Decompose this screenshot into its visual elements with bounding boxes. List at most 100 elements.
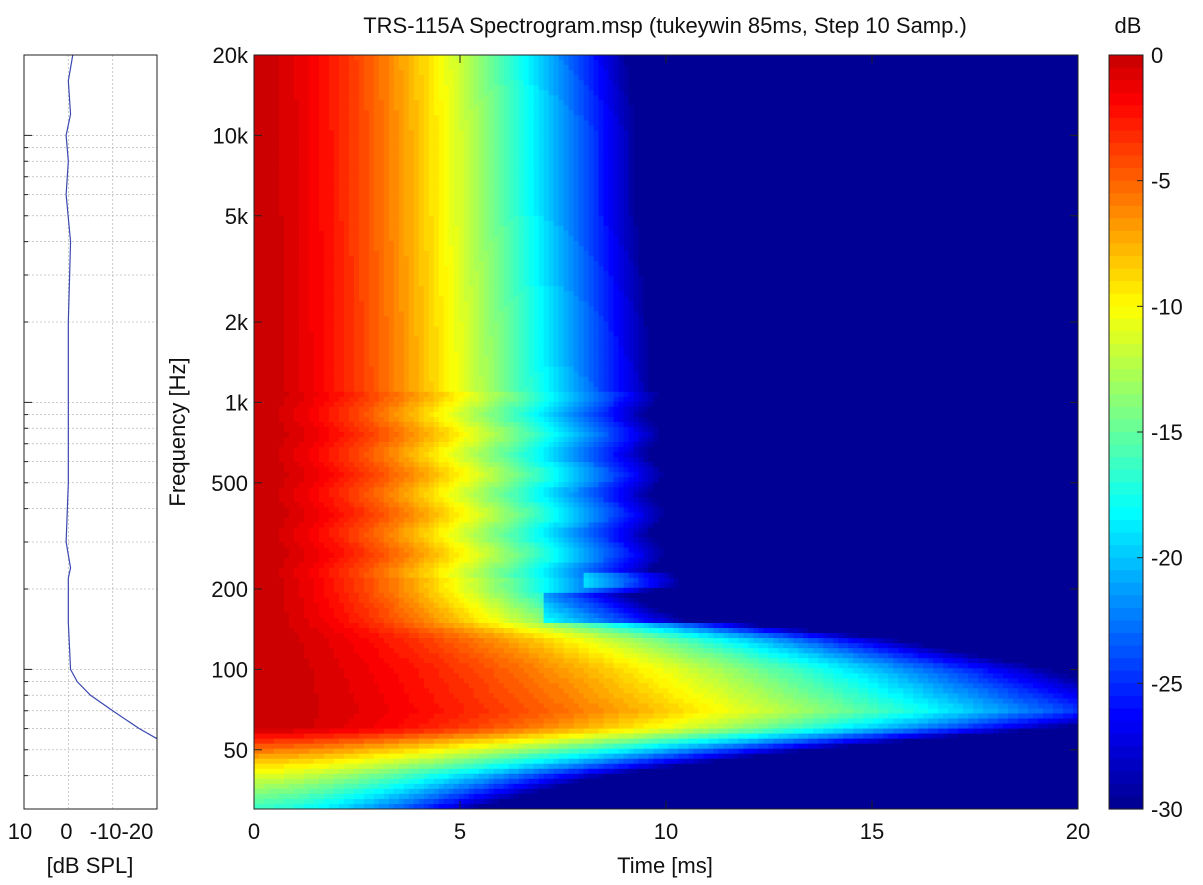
heatmap-cell: [574, 55, 580, 61]
heatmap-cell: [778, 60, 784, 66]
heatmap-cell: [574, 125, 580, 131]
heatmap-cell: [314, 176, 320, 182]
heatmap-cell: [389, 95, 395, 101]
heatmap-cell: [579, 125, 585, 131]
heatmap-cell: [369, 85, 375, 91]
heatmap-cell: [454, 95, 460, 101]
heatmap-cell: [534, 196, 540, 202]
heatmap-cell: [534, 75, 540, 81]
heatmap-cell: [469, 60, 475, 66]
heatmap-cell: [554, 95, 560, 101]
heatmap-cell: [434, 196, 440, 202]
heatmap-cell: [1063, 196, 1069, 202]
heatmap-cell: [609, 90, 615, 96]
heatmap-cell: [289, 110, 295, 116]
heatmap-cell: [683, 65, 689, 71]
heatmap-cell: [319, 60, 325, 66]
heatmap-cell: [324, 105, 330, 111]
heatmap-cell: [354, 176, 360, 182]
heatmap-cell: [688, 151, 694, 157]
heatmap-cell: [793, 120, 799, 126]
heatmap-cell: [474, 75, 480, 81]
heatmap-cell: [339, 181, 345, 187]
heatmap-cell: [494, 145, 500, 151]
heatmap-cell: [344, 55, 350, 61]
heatmap-cell: [838, 140, 844, 146]
heatmap-cell: [399, 85, 405, 91]
heatmap-cell: [409, 75, 415, 81]
heatmap-cell: [549, 201, 555, 207]
heatmap-cell: [983, 151, 989, 157]
heatmap-cell: [389, 156, 395, 162]
heatmap-cell: [444, 100, 450, 106]
heatmap-cell: [514, 181, 520, 187]
heatmap-cell: [793, 110, 799, 116]
heatmap-cell: [414, 95, 420, 101]
heatmap-cell: [698, 130, 704, 136]
heatmap-cell: [958, 65, 964, 71]
heatmap-cell: [788, 176, 794, 182]
heatmap-cell: [479, 176, 485, 182]
heatmap-cell: [634, 181, 640, 187]
heatmap-cell: [948, 125, 954, 131]
heatmap-cell: [768, 130, 774, 136]
heatmap-cell: [748, 65, 754, 71]
heatmap-cell: [604, 110, 610, 116]
heatmap-cell: [654, 201, 660, 207]
heatmap-cell: [893, 105, 899, 111]
heatmap-cell: [858, 171, 864, 177]
heatmap-cell: [404, 115, 410, 121]
heatmap-cell: [669, 110, 675, 116]
heatmap-cell: [843, 110, 849, 116]
heatmap-cell: [743, 145, 749, 151]
heatmap-cell: [673, 100, 679, 106]
heatmap-cell: [1053, 140, 1059, 146]
heatmap-cell: [319, 95, 325, 101]
heatmap-cell: [1058, 135, 1064, 141]
heatmap-cell: [753, 140, 759, 146]
heatmap-cell: [803, 55, 809, 61]
heatmap-cell: [284, 135, 290, 141]
heatmap-cell: [609, 60, 615, 66]
heatmap-cell: [419, 100, 425, 106]
heatmap-cell: [793, 75, 799, 81]
heatmap-cell: [324, 130, 330, 136]
heatmap-cell: [309, 90, 315, 96]
heatmap-cell: [968, 75, 974, 81]
heatmap-cell: [978, 176, 984, 182]
heatmap-cell: [713, 70, 719, 76]
heatmap-cell: [858, 80, 864, 86]
heatmap-cell: [569, 115, 575, 121]
heatmap-cell: [414, 75, 420, 81]
heatmap-cell: [913, 65, 919, 71]
heatmap-cell: [678, 85, 684, 91]
heatmap-cell: [778, 151, 784, 157]
heatmap-cell: [354, 105, 360, 111]
heatmap-cell: [918, 135, 924, 141]
heatmap-cell: [813, 85, 819, 91]
heatmap-cell: [988, 120, 994, 126]
heatmap-cell: [838, 145, 844, 151]
heatmap-cell: [903, 171, 909, 177]
heatmap-cell: [299, 176, 305, 182]
heatmap-cell: [923, 110, 929, 116]
heatmap-cell: [459, 161, 465, 167]
heatmap-cell: [758, 95, 764, 101]
heatmap-cell: [534, 100, 540, 106]
heatmap-cell: [289, 151, 295, 157]
heatmap-cell: [798, 196, 804, 202]
heatmap-cell: [878, 95, 884, 101]
heatmap-cell: [339, 125, 345, 131]
heatmap-cell: [818, 130, 824, 136]
heatmap-cell: [399, 90, 405, 96]
heatmap-cell: [524, 166, 530, 172]
heatmap-cell: [978, 156, 984, 162]
heatmap-cell: [673, 75, 679, 81]
heatmap-cell: [753, 201, 759, 207]
heatmap-cell: [673, 151, 679, 157]
heatmap-cell: [454, 186, 460, 192]
heatmap-cell: [753, 70, 759, 76]
heatmap-cell: [748, 135, 754, 141]
heatmap-cell: [619, 55, 625, 61]
heatmap-cell: [384, 80, 390, 86]
